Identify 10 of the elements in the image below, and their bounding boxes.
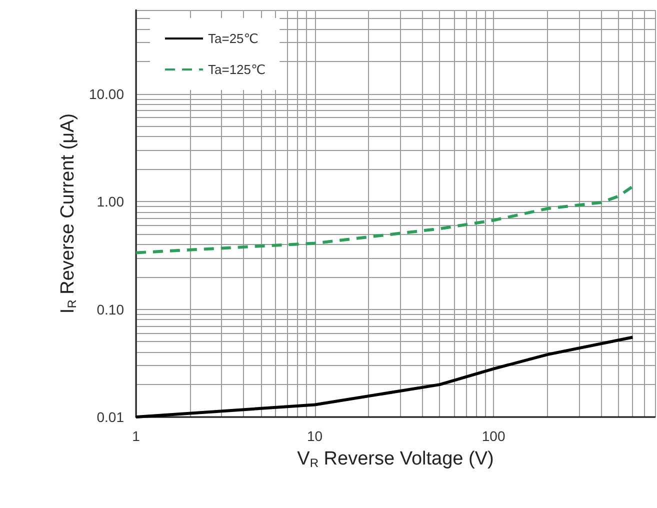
- legend-label: Ta=125℃: [208, 62, 266, 77]
- y-axis-title: IR Reverse Current (μA): [58, 113, 80, 314]
- x-tick-label: 10: [306, 428, 323, 444]
- y-tick-label: 0.10: [96, 301, 124, 318]
- y-tick-label: 0.01: [96, 409, 124, 425]
- x-tick-label: 1: [132, 428, 140, 444]
- x-tick-label: 100: [482, 428, 506, 444]
- y-tick-label: 1.00: [96, 194, 124, 210]
- legend-label: Ta=25℃: [208, 31, 258, 46]
- y-tick-label: 10.00: [88, 86, 124, 102]
